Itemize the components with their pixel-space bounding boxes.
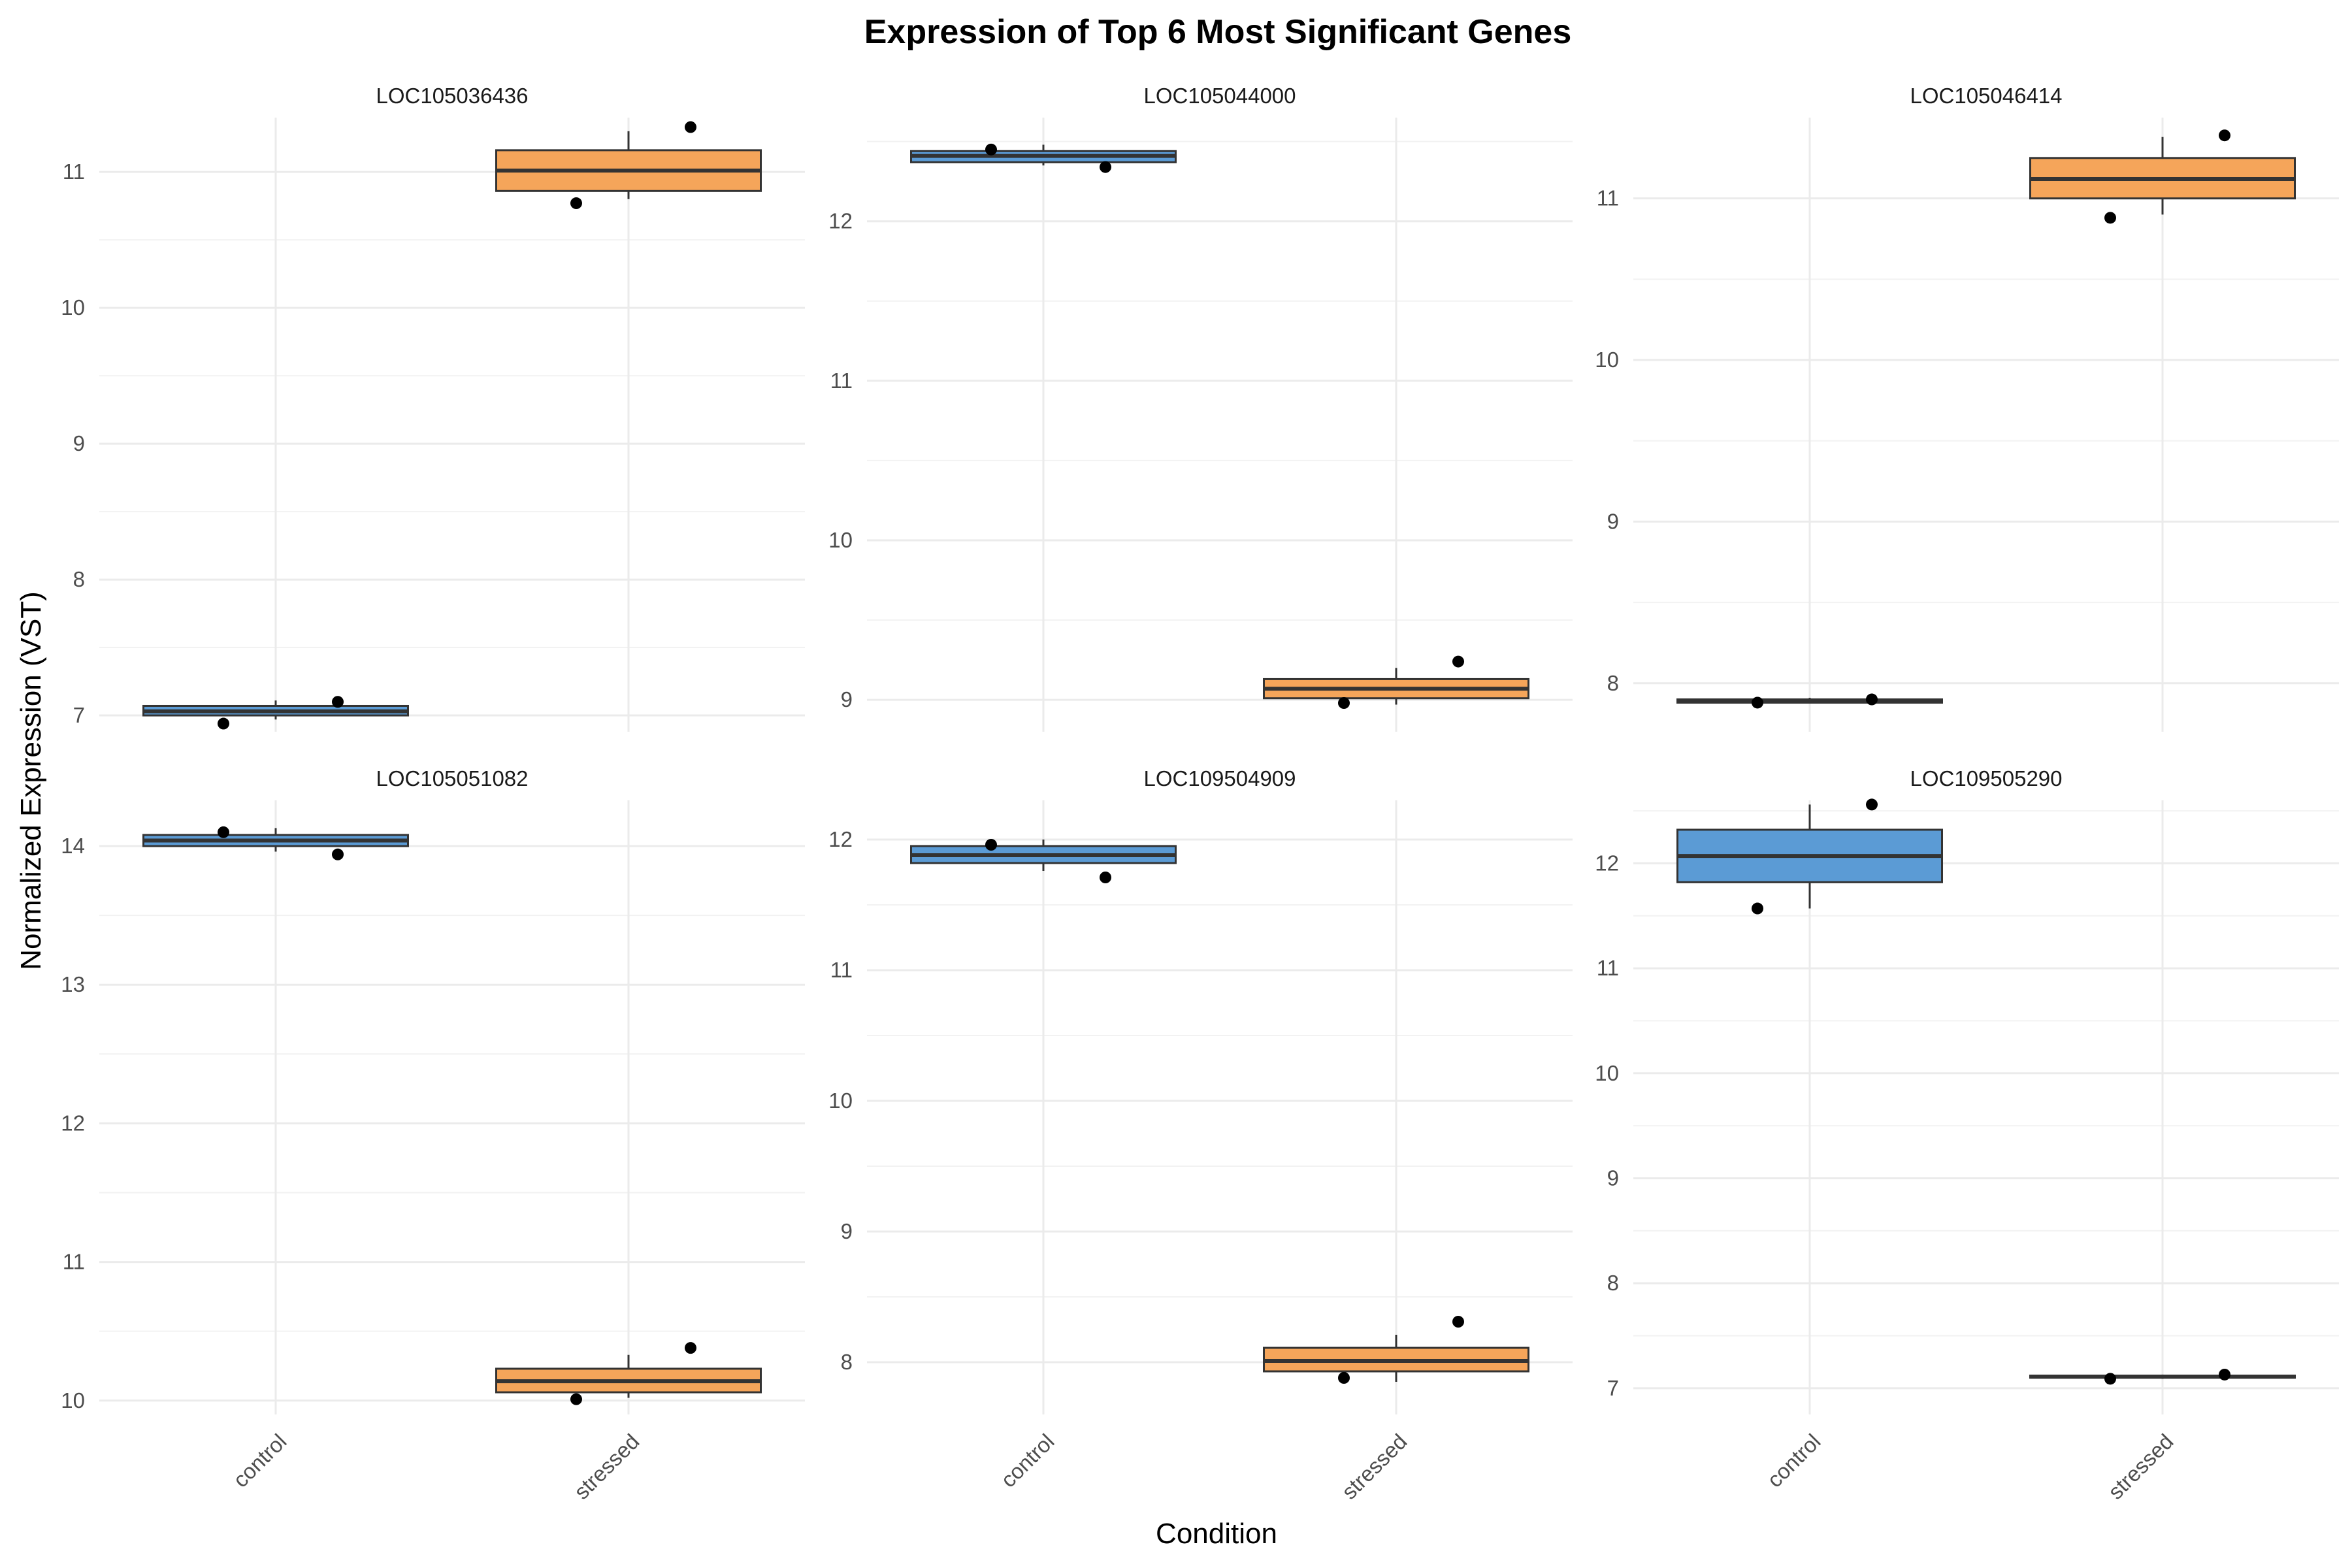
panel-strip-label: LOC109505290 bbox=[1910, 766, 2062, 791]
control-box bbox=[910, 839, 1177, 883]
y-tick-label: 11 bbox=[1597, 186, 1619, 210]
y-tick-label: 13 bbox=[61, 972, 85, 996]
y-tick-label: 11 bbox=[63, 1250, 85, 1274]
panel-strip-label: LOC105044000 bbox=[1143, 84, 1296, 108]
sample-point bbox=[985, 839, 997, 851]
sample-point bbox=[570, 197, 582, 210]
y-tick-label: 11 bbox=[1597, 956, 1619, 980]
sample-point bbox=[218, 826, 229, 838]
sample-point bbox=[1452, 655, 1464, 668]
sample-point bbox=[1752, 902, 1763, 915]
y-tick-label: 10 bbox=[1595, 1061, 1619, 1085]
y-tick-label: 9 bbox=[1607, 1166, 1619, 1190]
control-box bbox=[910, 143, 1177, 173]
y-tick-label: 8 bbox=[1607, 1271, 1619, 1295]
control-box bbox=[1676, 693, 1943, 709]
panel-strip-label: LOC109504909 bbox=[1143, 766, 1296, 791]
sample-point bbox=[985, 143, 997, 155]
panel-loc109505290: LOC109505290 7 8 9 10 11 12 control stressed bbox=[1595, 766, 2339, 1504]
y-tick-label: 12 bbox=[828, 827, 853, 851]
stressed-box bbox=[495, 121, 762, 210]
stressed-box bbox=[2029, 1368, 2296, 1385]
y-tick-label: 10 bbox=[1595, 348, 1619, 372]
y-tick-label: 12 bbox=[61, 1111, 85, 1135]
panel-loc105036436: LOC105036436 7 8 9 10 11 bbox=[61, 84, 805, 732]
sample-point bbox=[1866, 798, 1878, 811]
sample-point bbox=[332, 696, 344, 708]
y-tick-label: 9 bbox=[73, 431, 85, 455]
y-tick-label: 11 bbox=[830, 958, 853, 982]
stressed-box bbox=[495, 1342, 762, 1405]
y-tick-label: 7 bbox=[73, 703, 85, 727]
sample-point bbox=[1752, 696, 1763, 709]
y-tick-label: 10 bbox=[828, 1088, 853, 1113]
sample-point bbox=[685, 1342, 696, 1354]
y-tick-label: 8 bbox=[73, 567, 85, 591]
y-axis-title: Normalized Expression (VST) bbox=[15, 591, 47, 970]
y-tick-label: 9 bbox=[841, 687, 853, 711]
y-tick-label: 10 bbox=[828, 528, 853, 552]
stressed-box bbox=[1263, 655, 1529, 710]
stressed-box bbox=[1263, 1316, 1529, 1384]
x-tick-label: control bbox=[1762, 1429, 1825, 1492]
sample-point bbox=[685, 121, 696, 133]
control-box bbox=[142, 826, 409, 860]
sample-point bbox=[2219, 129, 2230, 142]
panel-loc105046414: LOC105046414 8 9 10 11 bbox=[1595, 84, 2339, 732]
panel-loc105051082: LOC105051082 10 11 12 13 14 control stressed bbox=[61, 766, 805, 1504]
x-tick-label: control bbox=[228, 1429, 291, 1492]
panel-strip-label: LOC105036436 bbox=[376, 84, 528, 108]
y-tick-label: 8 bbox=[1607, 671, 1619, 695]
sample-point bbox=[2104, 1373, 2116, 1385]
y-tick-label: 14 bbox=[61, 834, 85, 858]
y-tick-label: 12 bbox=[1595, 851, 1619, 875]
y-tick-label: 11 bbox=[830, 368, 853, 393]
panel-strip-label: LOC105051082 bbox=[376, 766, 528, 791]
control-box bbox=[1676, 798, 1943, 915]
y-tick-label: 7 bbox=[1607, 1376, 1619, 1400]
x-tick-label: stressed bbox=[569, 1429, 644, 1503]
stressed-box bbox=[2029, 129, 2296, 224]
facet-panels: LOC1050364367891011LOC1050440009101112LO… bbox=[61, 84, 2339, 1504]
sample-point bbox=[332, 848, 344, 860]
panel-loc105044000: LOC105044000 9 10 11 12 bbox=[828, 84, 1573, 732]
y-tick-label: 8 bbox=[841, 1350, 853, 1374]
sample-point bbox=[1338, 1372, 1350, 1384]
y-tick-label: 10 bbox=[61, 295, 85, 319]
y-tick-label: 12 bbox=[828, 209, 853, 233]
x-axis-title: Condition bbox=[1156, 1518, 1277, 1550]
sample-point bbox=[1100, 161, 1111, 173]
sample-point bbox=[1866, 693, 1878, 706]
panel-strip-label: LOC105046414 bbox=[1910, 84, 2062, 108]
y-tick-label: 9 bbox=[1607, 509, 1619, 533]
control-box bbox=[142, 696, 409, 730]
y-tick-label: 9 bbox=[841, 1219, 853, 1243]
sample-point bbox=[2104, 212, 2116, 224]
sample-point bbox=[570, 1393, 582, 1405]
x-tick-label: stressed bbox=[1337, 1429, 1411, 1503]
x-tick-label: stressed bbox=[2103, 1429, 2178, 1503]
sample-point bbox=[1338, 697, 1350, 710]
sample-point bbox=[218, 717, 229, 730]
y-tick-label: 10 bbox=[61, 1388, 85, 1413]
panel-loc109504909: LOC109504909 8 9 10 11 12 control stressed bbox=[828, 766, 1573, 1504]
sample-point bbox=[1452, 1316, 1464, 1328]
chart-title: Expression of Top 6 Most Significant Gen… bbox=[864, 13, 1572, 51]
x-tick-label: control bbox=[996, 1429, 1058, 1492]
y-tick-label: 11 bbox=[63, 159, 85, 184]
sample-point bbox=[2219, 1368, 2230, 1380]
sample-point bbox=[1100, 872, 1111, 883]
